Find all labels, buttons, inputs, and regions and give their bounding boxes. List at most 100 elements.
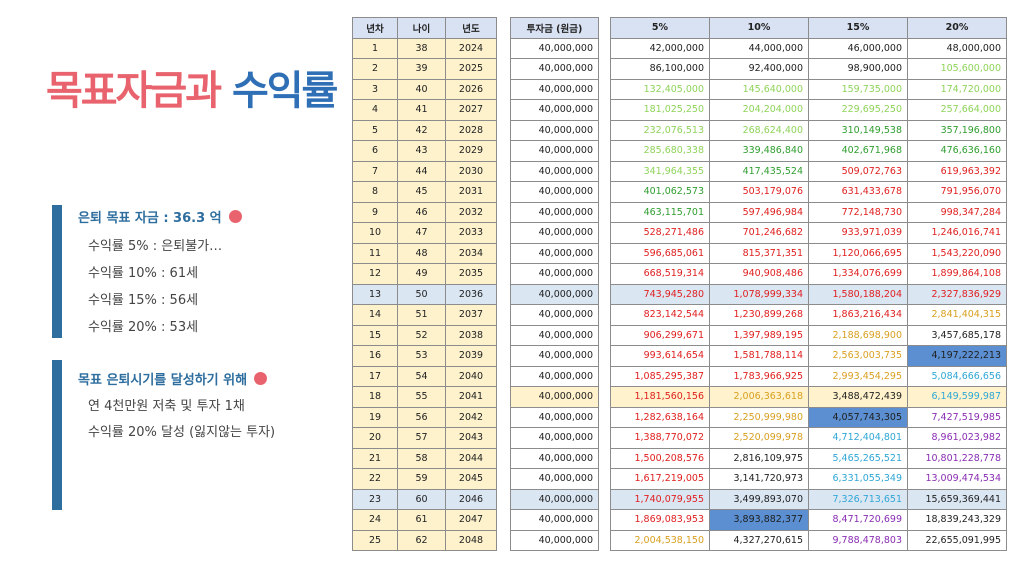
table-row: 40,000,000 bbox=[510, 58, 599, 80]
table-row: 743,945,280 1,078,999,334 1,580,188,204 2,3… bbox=[610, 283, 1007, 305]
cell-return-10pct: 940,908,486 bbox=[709, 263, 809, 285]
cell-age: 61 bbox=[397, 509, 446, 531]
cell-principal: 40,000,000 bbox=[510, 365, 599, 387]
cell-return-5pct: 668,519,314 bbox=[610, 263, 710, 285]
cell-principal: 40,000,000 bbox=[510, 488, 599, 510]
table-row: 2,004,538,150 4,327,270,615 9,788,478,803 2… bbox=[610, 529, 1007, 551]
table-row: 40,000,000 bbox=[510, 324, 599, 346]
cell-return-10pct: 1,397,989,195 bbox=[709, 324, 809, 346]
cell-return-5pct: 341,964,355 bbox=[610, 160, 710, 182]
cell-return-15pct: 2,188,698,900 bbox=[808, 324, 908, 346]
cell-return-10pct: 92,400,000 bbox=[709, 58, 809, 80]
table-row: 22 59 2045 bbox=[352, 468, 497, 490]
table-row: 6 43 2029 bbox=[352, 140, 497, 162]
cell-return-20pct: 10,801,228,778 bbox=[907, 447, 1007, 469]
table-row: 40,000,000 bbox=[510, 160, 599, 182]
cell-return-15pct: 3,488,472,439 bbox=[808, 386, 908, 408]
accent-bar bbox=[52, 205, 62, 338]
cell-return-10pct: 145,640,000 bbox=[709, 78, 809, 100]
cell-year-number: 14 bbox=[352, 304, 398, 326]
header-year: 년도 bbox=[445, 17, 497, 39]
cell-year-number: 16 bbox=[352, 345, 398, 367]
cell-year-number: 20 bbox=[352, 427, 398, 449]
cell-year: 2042 bbox=[445, 406, 497, 428]
table-row: 40,000,000 bbox=[510, 509, 599, 531]
retirement-plan-box: 목표 은퇴시기를 달성하기 위해 연 4천만원 저축 및 투자 1채 수익률 2… bbox=[52, 360, 342, 510]
cell-return-20pct: 5,084,666,656 bbox=[907, 365, 1007, 387]
cell-year-number: 12 bbox=[352, 263, 398, 285]
table-row: 1,085,295,387 1,783,966,925 2,993,454,295 5… bbox=[610, 365, 1007, 387]
cell-year: 2048 bbox=[445, 529, 497, 551]
table-row: 24 61 2047 bbox=[352, 509, 497, 531]
table-row: 12 49 2035 bbox=[352, 263, 497, 285]
cell-year-number: 5 bbox=[352, 119, 398, 141]
cell-return-10pct: 1,230,899,268 bbox=[709, 304, 809, 326]
table-row: 40,000,000 bbox=[510, 181, 599, 203]
cell-age: 53 bbox=[397, 345, 446, 367]
table-row: 181,025,250 204,204,000 229,695,250 257,664… bbox=[610, 99, 1007, 121]
cell-age: 46 bbox=[397, 201, 446, 223]
table-row: 40,000,000 bbox=[510, 99, 599, 121]
cell-age: 54 bbox=[397, 365, 446, 387]
cell-principal: 40,000,000 bbox=[510, 468, 599, 490]
goal-line-3: 수익률 15% : 56세 bbox=[88, 293, 199, 308]
cell-age: 48 bbox=[397, 242, 446, 264]
cell-return-5pct: 1,085,295,387 bbox=[610, 365, 710, 387]
cell-age: 43 bbox=[397, 140, 446, 162]
table-row: 40,000,000 bbox=[510, 78, 599, 100]
cell-age: 50 bbox=[397, 283, 446, 305]
cell-age: 51 bbox=[397, 304, 446, 326]
cell-return-15pct: 1,863,216,434 bbox=[808, 304, 908, 326]
table-row: 42,000,000 44,000,000 46,000,000 48,000,000 bbox=[610, 37, 1007, 59]
cell-return-15pct: 310,149,538 bbox=[808, 119, 908, 141]
header-rate-20: 20% bbox=[907, 17, 1007, 39]
cell-year: 2039 bbox=[445, 345, 497, 367]
cell-principal: 40,000,000 bbox=[510, 509, 599, 531]
cell-return-20pct: 3,457,685,178 bbox=[907, 324, 1007, 346]
cell-principal: 40,000,000 bbox=[510, 345, 599, 367]
cell-return-20pct: 48,000,000 bbox=[907, 37, 1007, 59]
cell-return-10pct: 1,078,999,334 bbox=[709, 283, 809, 305]
cell-return-15pct: 5,465,265,521 bbox=[808, 447, 908, 469]
table-row: 25 62 2048 bbox=[352, 529, 497, 551]
table-row: 3 40 2026 bbox=[352, 78, 497, 100]
cell-principal: 40,000,000 bbox=[510, 242, 599, 264]
table-row: 1,617,219,005 3,141,720,973 6,331,055,349 1… bbox=[610, 468, 1007, 490]
header-rate-15: 15% bbox=[808, 17, 908, 39]
cell-year-number: 22 bbox=[352, 468, 398, 490]
table-row: 132,405,000 145,640,000 159,735,000 174,720… bbox=[610, 78, 1007, 100]
cell-return-5pct: 1,617,219,005 bbox=[610, 468, 710, 490]
cell-return-10pct: 2,816,109,975 bbox=[709, 447, 809, 469]
cell-return-15pct: 8,471,720,699 bbox=[808, 509, 908, 531]
cell-year-number: 24 bbox=[352, 509, 398, 531]
table-row: 8 45 2031 bbox=[352, 181, 497, 203]
goal-line-4: 수익률 20% : 53세 bbox=[88, 320, 199, 335]
cell-return-10pct: 417,435,524 bbox=[709, 160, 809, 182]
cell-year-number: 3 bbox=[352, 78, 398, 100]
cell-return-20pct: 105,600,000 bbox=[907, 58, 1007, 80]
year-age-table: 년차 나이 년도 1 38 2024 2 39 2025 3 40 2026 4 41 2027 5 42… bbox=[352, 17, 497, 551]
cell-year: 2026 bbox=[445, 78, 497, 100]
cell-year: 2040 bbox=[445, 365, 497, 387]
cell-return-20pct: 174,720,000 bbox=[907, 78, 1007, 100]
cell-return-20pct: 1,899,864,108 bbox=[907, 263, 1007, 285]
cell-return-15pct: 772,148,730 bbox=[808, 201, 908, 223]
principal-table: 투자금 (원금) 40,000,000 40,000,000 40,000,000 4… bbox=[510, 17, 599, 551]
accent-bar bbox=[52, 360, 62, 510]
cell-return-5pct: 232,076,513 bbox=[610, 119, 710, 141]
cell-return-15pct: 46,000,000 bbox=[808, 37, 908, 59]
table-row: 19 56 2042 bbox=[352, 406, 497, 428]
cell-return-20pct: 476,636,160 bbox=[907, 140, 1007, 162]
cell-year: 2043 bbox=[445, 427, 497, 449]
cell-return-10pct: 2,520,099,978 bbox=[709, 427, 809, 449]
cell-year: 2036 bbox=[445, 283, 497, 305]
cell-return-10pct: 1,581,788,114 bbox=[709, 345, 809, 367]
goal-line-1: 수익률 5% : 은퇴불가… bbox=[88, 239, 223, 254]
cell-return-5pct: 2,004,538,150 bbox=[610, 529, 710, 551]
table-row: 993,614,654 1,581,788,114 2,563,003,735 4,1… bbox=[610, 345, 1007, 367]
table-row: 40,000,000 bbox=[510, 468, 599, 490]
cell-return-10pct: 4,327,270,615 bbox=[709, 529, 809, 551]
cell-principal: 40,000,000 bbox=[510, 37, 599, 59]
cell-return-10pct: 815,371,351 bbox=[709, 242, 809, 264]
cell-principal: 40,000,000 bbox=[510, 386, 599, 408]
